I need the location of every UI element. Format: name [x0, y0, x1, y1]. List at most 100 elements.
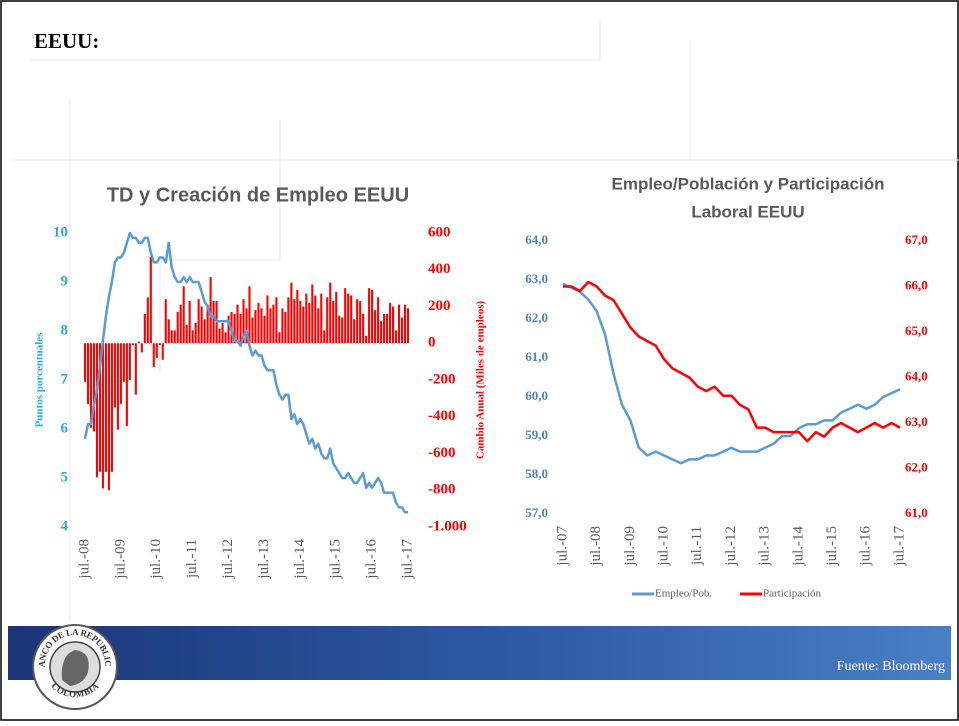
- bar: [293, 299, 296, 344]
- y-tick-label: 57,0: [525, 505, 548, 520]
- bar: [122, 343, 125, 382]
- bar: [146, 297, 149, 344]
- x-tick-label: jul.-10: [148, 539, 164, 580]
- bar: [239, 313, 242, 344]
- bar: [95, 343, 99, 478]
- bar: [233, 313, 236, 344]
- x-tick-label: jul.-14: [292, 539, 308, 580]
- bar: [104, 343, 107, 472]
- y-tick-label: 64,0: [525, 232, 548, 247]
- bar: [227, 315, 230, 344]
- logo-face: [61, 650, 89, 686]
- bar: [377, 297, 380, 344]
- bar: [191, 330, 194, 344]
- bar: [386, 313, 389, 344]
- bar: [368, 288, 371, 344]
- bar: [383, 313, 386, 344]
- bar: [113, 343, 116, 408]
- bar: [356, 299, 359, 344]
- line: [83, 231, 408, 514]
- x-tick-label: jul.-08: [588, 526, 604, 567]
- x-tick-label: jul.-09: [112, 539, 128, 580]
- bar: [308, 302, 311, 344]
- bar: [242, 299, 245, 344]
- bar: [362, 313, 365, 344]
- y-tick-label: 7: [61, 371, 69, 387]
- bar: [266, 295, 269, 344]
- bar: [86, 343, 90, 404]
- x-tick-label: jul.-12: [220, 539, 236, 580]
- bar: [397, 304, 401, 344]
- bar: [188, 300, 191, 344]
- x-tick-label: jul.-07: [554, 526, 570, 567]
- bar: [119, 343, 122, 404]
- bar: [406, 308, 410, 344]
- y2-tick-label: 400: [428, 261, 451, 277]
- bar: [158, 343, 161, 346]
- bar: [248, 286, 251, 344]
- bar: [89, 343, 93, 428]
- bar: [326, 297, 329, 344]
- y2-tick-label: 64,0: [905, 368, 928, 383]
- bar: [236, 304, 239, 344]
- bar: [263, 315, 266, 344]
- bar: [353, 319, 356, 344]
- y2-tick-label: 63,0: [905, 414, 928, 429]
- bar: [260, 308, 263, 344]
- bar: [257, 302, 260, 344]
- y-tick-label: 59,0: [525, 427, 548, 442]
- bar: [400, 317, 404, 344]
- bar: [131, 343, 134, 346]
- bar: [101, 343, 104, 489]
- x-tick-label: jul.-16: [364, 539, 380, 580]
- bar: [170, 330, 173, 344]
- x-tick-label: jul.-12: [723, 526, 739, 567]
- x-tick-label: jul.-17: [399, 539, 415, 580]
- y2-tick-label: 62,0: [905, 459, 928, 474]
- bar: [359, 300, 362, 344]
- y-tick-label: 58,0: [525, 466, 548, 481]
- footer-band: [8, 626, 951, 680]
- decor: [10, 20, 959, 620]
- bar: [98, 343, 102, 472]
- x-tick-label: jul.-09: [622, 526, 638, 567]
- y2-tick-label: -1.000: [428, 518, 467, 534]
- bar: [278, 332, 281, 344]
- y-tick-label: 4: [61, 518, 69, 534]
- bar: [329, 282, 332, 344]
- bar: [287, 297, 290, 344]
- bar: [149, 256, 152, 344]
- bar: [338, 315, 341, 344]
- bar: [140, 343, 143, 353]
- y-tick-label: 60,0: [525, 388, 548, 403]
- bar: [269, 308, 272, 344]
- bar: [161, 343, 164, 360]
- bar: [152, 343, 155, 368]
- bar: [185, 324, 188, 344]
- bar: [254, 310, 257, 344]
- y-tick-label: 9: [61, 273, 69, 289]
- bar: [137, 341, 140, 344]
- bar: [296, 289, 299, 344]
- y2-tick-label: -600: [428, 445, 456, 461]
- y-axis-label: Puntos porcentuales: [34, 332, 46, 428]
- y2-tick-label: -400: [428, 408, 456, 424]
- bar: [167, 319, 170, 344]
- legend-label: Participación: [763, 588, 822, 600]
- bar: [134, 343, 137, 395]
- bar: [290, 282, 293, 344]
- y2-tick-label: 67,0: [905, 232, 928, 247]
- y2-tick-label: -800: [428, 482, 456, 498]
- bar: [371, 289, 374, 344]
- bar: [221, 323, 224, 344]
- bar: [155, 343, 158, 358]
- bar: [317, 308, 320, 344]
- chart-title: TD y Creación de Empleo EEUU: [107, 184, 409, 206]
- background-lines: [10, 20, 959, 620]
- y-tick-label: 10: [53, 224, 68, 240]
- bar: [314, 295, 317, 344]
- bar: [275, 297, 278, 344]
- x-tick-label: jul.-14: [790, 526, 806, 567]
- slide-title: EEUU:: [34, 29, 99, 53]
